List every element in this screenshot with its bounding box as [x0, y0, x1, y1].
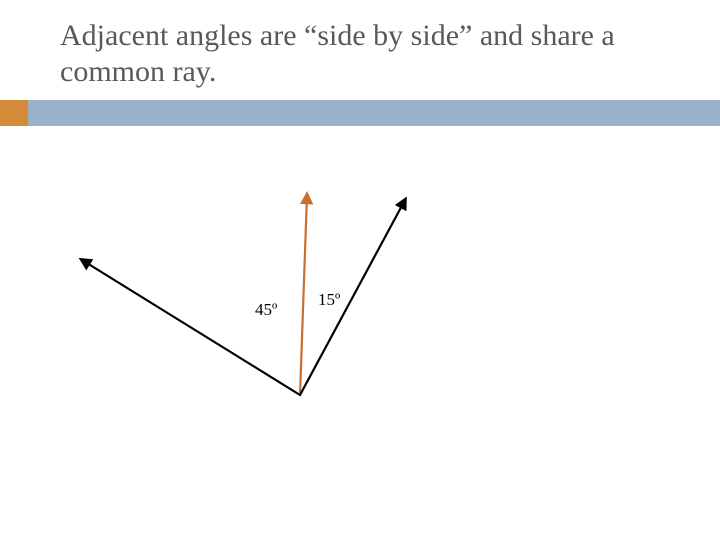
right-ray [300, 200, 405, 395]
angle-label: 45º [255, 300, 277, 320]
angle-label: 15º [318, 290, 340, 310]
accent-block [0, 100, 28, 126]
accent-bar [0, 100, 720, 126]
slide: Adjacent angles are “side by side” and s… [0, 0, 720, 540]
left-ray [82, 260, 300, 395]
middle-ray [300, 195, 307, 395]
slide-title: Adjacent angles are “side by side” and s… [60, 18, 660, 90]
